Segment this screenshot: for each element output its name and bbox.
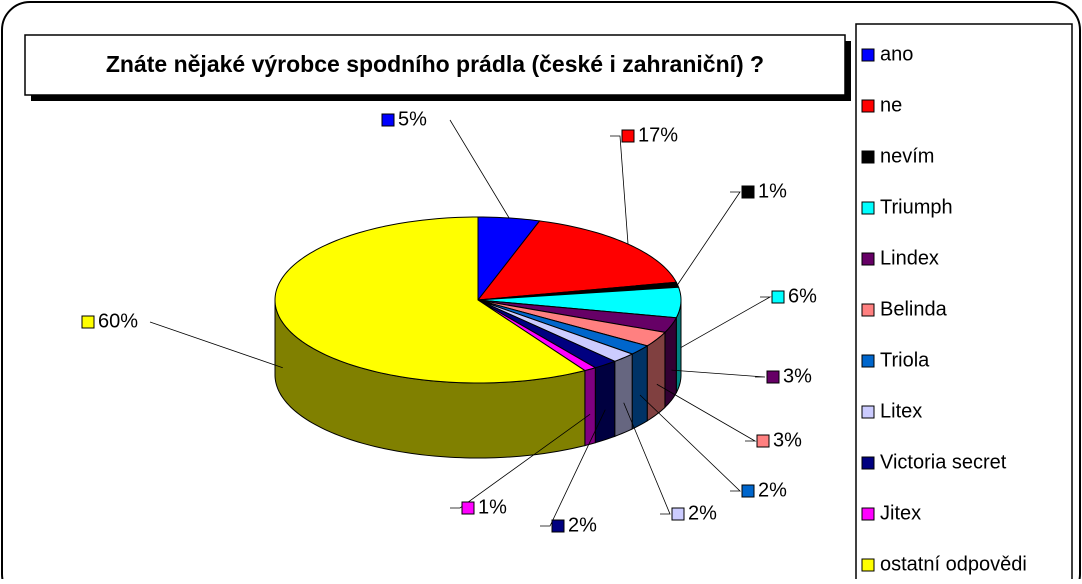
data-label: 6% — [788, 285, 817, 307]
leader-line — [656, 383, 757, 442]
label-swatch — [551, 519, 565, 533]
data-label: 3% — [783, 365, 812, 387]
legend-label: ne — [880, 94, 902, 116]
label-swatch — [81, 315, 95, 329]
slice-side — [646, 331, 666, 422]
legend-swatch — [861, 252, 875, 266]
slice-side — [594, 360, 616, 444]
slice — [477, 299, 617, 369]
leader-line — [540, 409, 606, 527]
slice-side — [614, 353, 633, 438]
title-box — [24, 34, 846, 96]
label-swatch — [771, 290, 785, 304]
leader-line — [677, 191, 741, 285]
legend-swatch — [861, 405, 875, 419]
label-swatch — [621, 129, 635, 143]
slice — [477, 216, 541, 302]
legend-label: nevím — [880, 145, 934, 167]
legend-label: Jitex — [880, 502, 921, 524]
legend-label: Lindex — [880, 247, 939, 269]
leader-line — [671, 369, 766, 378]
legend-swatch — [861, 201, 875, 215]
legend-swatch — [861, 150, 875, 164]
slice — [477, 286, 682, 319]
legend-label: Triola — [880, 349, 930, 371]
legend-swatch — [861, 558, 875, 572]
label-swatch — [766, 370, 780, 384]
legend-swatch — [861, 507, 875, 521]
data-label: 17% — [638, 124, 678, 146]
data-label: 3% — [773, 429, 802, 451]
legend-swatch — [861, 354, 875, 368]
leader-line — [149, 321, 283, 369]
legend-label: ano — [880, 43, 913, 65]
leader-line — [623, 402, 671, 515]
leader-line — [450, 413, 591, 509]
data-label: 60% — [98, 310, 138, 332]
legend-label: ostatní odpovědi — [880, 553, 1027, 575]
data-label: 2% — [568, 514, 597, 536]
leader-line — [449, 119, 510, 219]
legend-box — [855, 23, 1073, 584]
leader-line — [610, 135, 629, 245]
label-swatch — [741, 185, 755, 199]
legend-label: Litex — [880, 400, 922, 422]
slice — [274, 216, 587, 384]
label-swatch — [461, 501, 475, 515]
legend-swatch — [861, 303, 875, 317]
legend-label: Belinda — [880, 298, 948, 320]
legend-swatch — [861, 48, 875, 62]
chart-title: Znáte nějaké výrobce spodního prádla (če… — [106, 51, 764, 77]
data-label: 1% — [478, 496, 507, 518]
data-label: 1% — [758, 180, 787, 202]
legend-label: Triumph — [880, 196, 953, 218]
legend-swatch — [861, 456, 875, 470]
legend-label: Victoria secret — [880, 451, 1007, 473]
pie — [274, 216, 682, 459]
slice — [477, 299, 667, 347]
data-label: 2% — [758, 479, 787, 501]
data-label: 2% — [688, 502, 717, 524]
legend-swatch — [861, 99, 875, 113]
leader-line — [680, 296, 772, 348]
slice-side — [631, 344, 648, 430]
label-swatch — [756, 434, 770, 448]
data-label: 5% — [398, 108, 427, 130]
leader-line — [639, 394, 741, 492]
label-swatch — [741, 484, 755, 498]
label-swatch — [671, 507, 685, 521]
label-swatch — [381, 113, 395, 127]
